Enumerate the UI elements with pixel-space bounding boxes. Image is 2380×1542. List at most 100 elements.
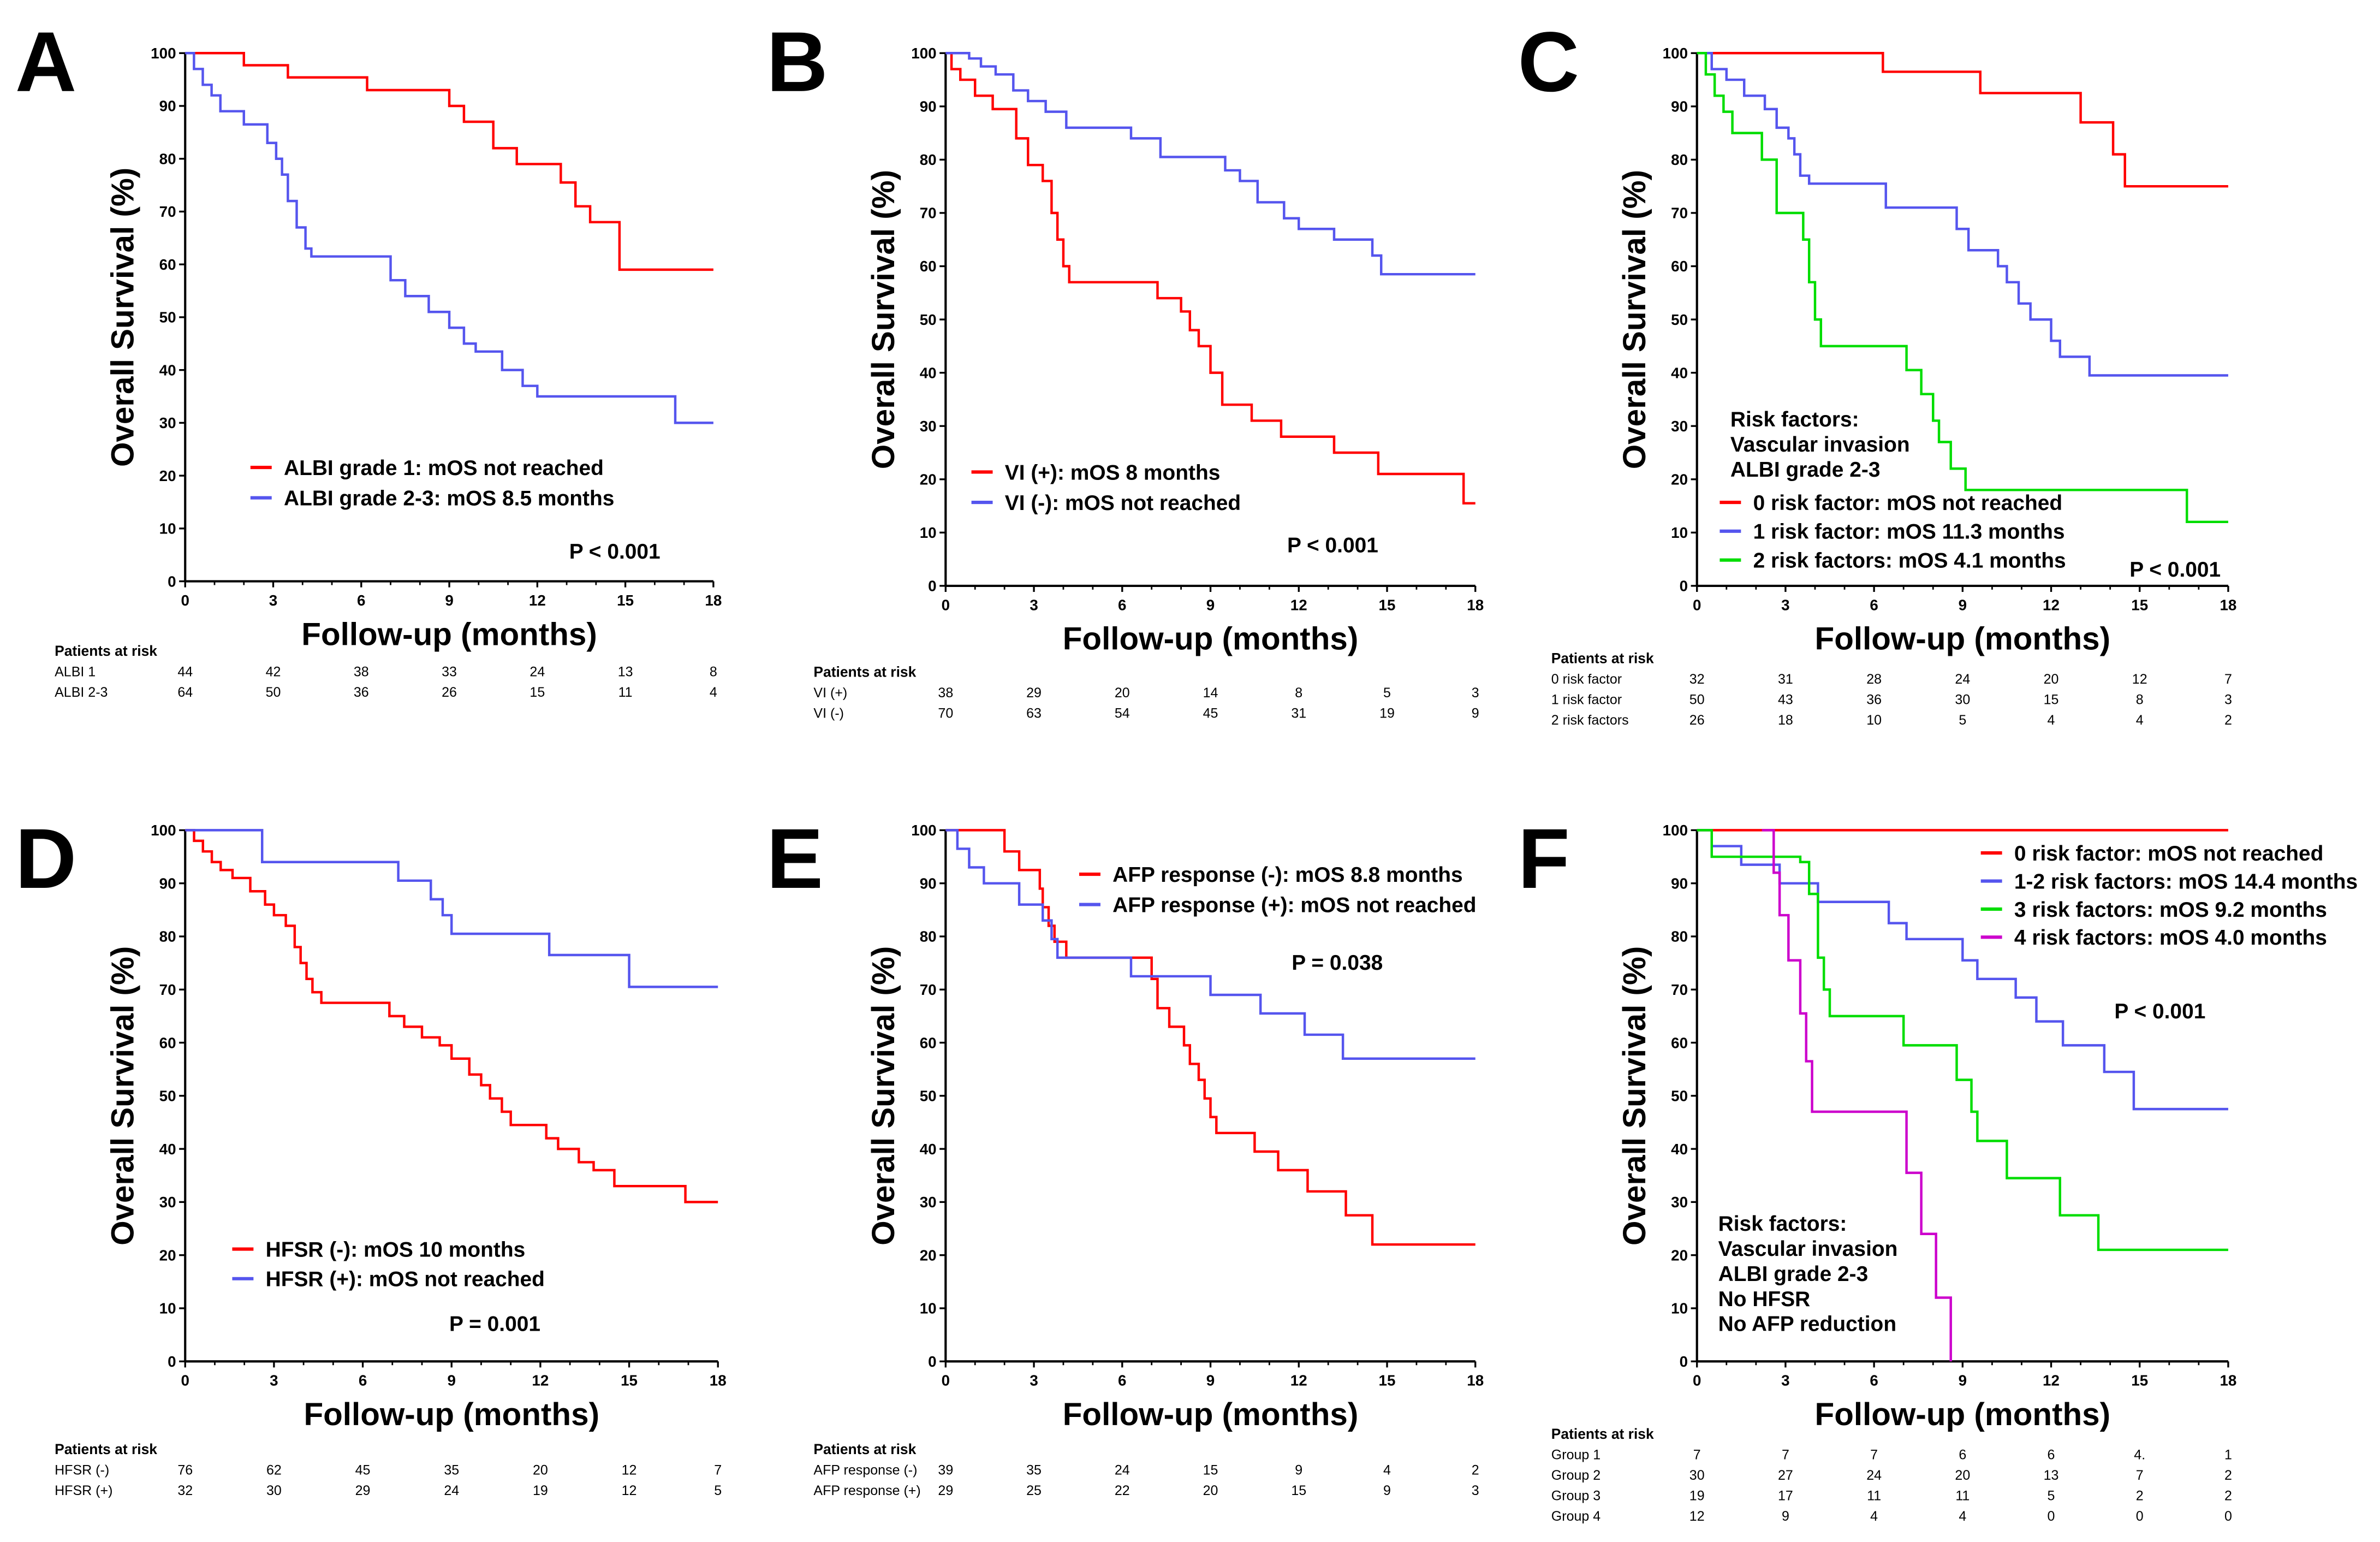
risk-table-value: 12 xyxy=(2132,672,2147,687)
x-tick-label: 3 xyxy=(1781,1372,1789,1389)
risk-factor-annotation: Risk factors: xyxy=(1730,408,1859,431)
x-tick-label: 12 xyxy=(1290,596,1307,613)
y-tick-label: 60 xyxy=(1671,258,1688,275)
risk-table-row-label: 0 risk factor xyxy=(1551,672,1622,687)
x-tick-label: 15 xyxy=(1379,596,1396,613)
survival-curve-1 xyxy=(185,829,718,1203)
y-tick-label: 0 xyxy=(168,1353,176,1370)
y-tick-label: 60 xyxy=(159,256,176,273)
y-tick-label: 100 xyxy=(1663,45,1688,62)
x-tick-label: 0 xyxy=(942,1372,950,1389)
risk-table-value: 11 xyxy=(1867,1488,1881,1504)
risk-table-value: 0 xyxy=(2048,1509,2055,1524)
p-value: P < 0.001 xyxy=(569,540,661,564)
risk-table-value: 25 xyxy=(1026,1483,1042,1498)
y-tick-label: 70 xyxy=(159,981,176,998)
risk-table-header: Patients at risk xyxy=(813,664,916,680)
risk-table-value: 35 xyxy=(444,1462,459,1478)
panel-e: E 0 3 6 9 12 15 18 0 10 20 30 40 50 60 70 80 90 100 Follow-… xyxy=(766,811,1484,1498)
risk-table-value: 4 xyxy=(710,685,717,700)
risk-table-value: 43 xyxy=(1778,692,1793,708)
x-tick-label: 18 xyxy=(1467,596,1484,613)
risk-table-value: 24 xyxy=(1115,1462,1130,1478)
panel-letter: C xyxy=(1518,14,1579,109)
y-tick-label: 90 xyxy=(920,98,937,115)
x-tick-label: 18 xyxy=(2220,1372,2236,1389)
risk-factor-annotation: No HFSR xyxy=(1718,1288,1811,1311)
risk-table-value: 1 xyxy=(2224,1448,2232,1463)
panel-letter: D xyxy=(15,811,76,906)
survival-curve-1 xyxy=(185,52,713,271)
y-tick-label: 100 xyxy=(1663,822,1688,839)
risk-table-value: 9 xyxy=(1472,706,1479,721)
risk-factor-annotation: ALBI grade 2-3 xyxy=(1730,458,1881,482)
risk-table-value: 10 xyxy=(1866,713,1882,728)
risk-table-value: 15 xyxy=(529,685,545,700)
risk-table-value: 7 xyxy=(1782,1448,1789,1463)
risk-factor-annotation: Vascular invasion xyxy=(1730,433,1910,456)
risk-table-value: 29 xyxy=(1026,685,1042,701)
y-tick-label: 20 xyxy=(920,1247,937,1264)
risk-table-value: 3 xyxy=(1472,1483,1479,1498)
y-tick-label: 60 xyxy=(1671,1034,1688,1051)
y-axis-label: Overall Survival (%) xyxy=(1617,946,1652,1246)
risk-table-value: 39 xyxy=(938,1462,953,1478)
y-tick-label: 40 xyxy=(920,364,937,381)
risk-table-header: Patients at risk xyxy=(55,643,157,659)
x-tick-label: 6 xyxy=(1870,1372,1878,1389)
risk-table-value: 76 xyxy=(177,1462,193,1478)
risk-table-value: 0 xyxy=(2136,1509,2144,1524)
x-tick-label: 6 xyxy=(1870,596,1878,613)
y-tick-label: 80 xyxy=(159,928,176,945)
y-tick-label: 30 xyxy=(920,1194,937,1211)
risk-table-header: Patients at risk xyxy=(55,1441,157,1457)
risk-table-value: 3 xyxy=(1472,685,1479,701)
risk-table-value: 7 xyxy=(714,1462,722,1478)
y-tick-label: 10 xyxy=(1671,524,1688,541)
risk-table-value: 7 xyxy=(2136,1468,2144,1483)
risk-table-value: 11 xyxy=(618,685,633,700)
risk-table-value: 2 xyxy=(2224,1468,2232,1483)
risk-table-row-label: Group 4 xyxy=(1551,1509,1600,1524)
y-tick-label: 0 xyxy=(928,1353,936,1370)
y-tick-label: 80 xyxy=(159,150,176,167)
y-axis-label: Overall Survival (%) xyxy=(105,946,141,1246)
x-tick-label: 18 xyxy=(1467,1372,1484,1389)
risk-table-value: 20 xyxy=(2044,672,2059,687)
risk-table-row-label: HFSR (-) xyxy=(55,1462,109,1478)
y-tick-label: 80 xyxy=(920,928,937,945)
y-tick-label: 10 xyxy=(920,524,937,541)
y-tick-label: 20 xyxy=(159,467,176,484)
risk-table-value: 20 xyxy=(1955,1468,1970,1483)
risk-table-value: 15 xyxy=(1291,1483,1306,1498)
survival-curve-1 xyxy=(945,52,1475,505)
y-tick-label: 90 xyxy=(920,875,937,892)
risk-table-value: 8 xyxy=(1295,685,1302,701)
x-tick-label: 12 xyxy=(2043,596,2060,613)
y-tick-label: 50 xyxy=(920,1088,937,1105)
survival-curve-2 xyxy=(185,52,713,424)
x-tick-label: 9 xyxy=(445,592,453,609)
y-tick-label: 60 xyxy=(920,258,937,275)
risk-table-value: 2 xyxy=(1472,1462,1479,1478)
x-tick-label: 9 xyxy=(1959,596,1967,613)
x-tick-label: 3 xyxy=(1030,596,1038,613)
x-tick-label: 18 xyxy=(710,1372,727,1389)
x-tick-label: 15 xyxy=(617,592,634,609)
risk-table-value: 29 xyxy=(355,1483,371,1498)
y-tick-label: 20 xyxy=(920,471,937,488)
survival-curve-2 xyxy=(945,829,1475,1060)
survival-curve-2 xyxy=(185,829,718,988)
y-tick-label: 60 xyxy=(920,1034,937,1051)
y-tick-label: 30 xyxy=(1671,418,1688,435)
legend-entry: 2 risk factors: mOS 4.1 months xyxy=(1753,549,2066,573)
y-tick-label: 80 xyxy=(920,151,937,168)
x-tick-label: 3 xyxy=(1781,596,1789,613)
risk-table-value: 12 xyxy=(622,1462,637,1478)
x-tick-label: 15 xyxy=(2131,596,2148,613)
risk-table-value: 26 xyxy=(1689,713,1705,728)
risk-table-value: 24 xyxy=(529,664,545,679)
risk-table-value: 7 xyxy=(1870,1448,1878,1463)
